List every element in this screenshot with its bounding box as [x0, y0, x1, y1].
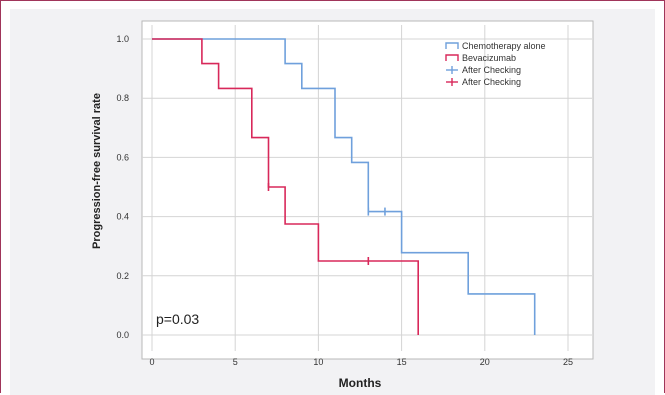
legend-label: After Checking: [462, 65, 521, 75]
legend-item: After Checking: [446, 77, 521, 87]
legend-item: After Checking: [446, 65, 521, 75]
p-value-annotation: p=0.03: [156, 311, 199, 327]
y-tick-label: 1.0: [116, 34, 129, 44]
chart-panel: 0 5 10 15 20 25 0.0 0.2 0.4 0.6 0.8 1.0 Chemotherap…: [10, 9, 655, 395]
x-tick-label: 0: [149, 357, 154, 367]
y-tick-label: 0.4: [116, 212, 129, 222]
legend-step-swatch: [445, 54, 459, 61]
legend-label: Chemotherapy alone: [462, 41, 546, 51]
series-line-1: [152, 38, 419, 335]
km-chart: 0 5 10 15 20 25 0.0 0.2 0.4 0.6 0.8 1.0 Chemotherap…: [91, 20, 594, 390]
x-tick-label: 25: [563, 357, 573, 367]
y-axis-label: Progression-free survival rate: [91, 93, 103, 249]
series-line-0: [152, 38, 536, 335]
x-axis-label: Months: [339, 376, 382, 390]
grid: [142, 25, 592, 351]
y-tick-label: 0.8: [116, 93, 129, 103]
x-tick-label: 5: [233, 357, 238, 367]
axes: 0 5 10 15 20 25 0.0 0.2 0.4 0.6 0.8 1.0: [116, 34, 573, 367]
legend-label: Bevacizumab: [462, 53, 516, 63]
y-tick-label: 0.2: [116, 271, 129, 281]
legend-label: After Checking: [462, 77, 521, 87]
x-tick-label: 10: [313, 357, 323, 367]
legend-item: Chemotherapy alone: [445, 41, 546, 51]
series-layer: [152, 38, 536, 335]
legend-step-swatch: [445, 42, 459, 49]
x-tick-label: 20: [480, 357, 490, 367]
y-tick-label: 0.0: [116, 330, 129, 340]
legend-item: Bevacizumab: [445, 53, 516, 63]
x-tick-label: 15: [397, 357, 407, 367]
y-tick-label: 0.6: [116, 152, 129, 162]
legend: Chemotherapy alone Bevacizumab After Check…: [445, 41, 546, 87]
